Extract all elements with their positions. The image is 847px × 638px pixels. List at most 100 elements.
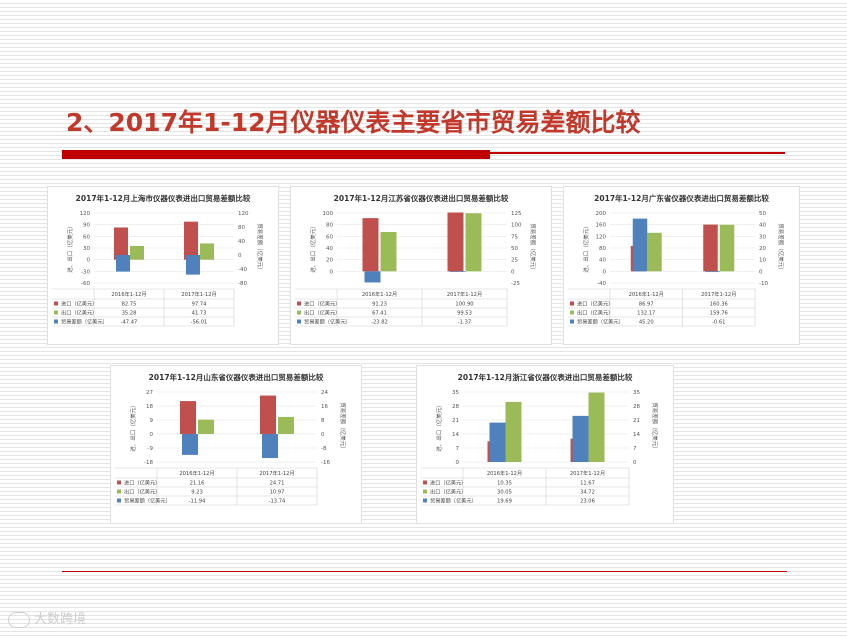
left-tick-label: 14 (452, 432, 459, 438)
chart-panel-shanghai: 2017年1-12月上海市仪器仪表进出口贸易差额比较 120 90 60 30 0 -30 -… (47, 186, 279, 345)
right-axis-title: 贸易差额（亿美元） (529, 223, 537, 273)
left-tick-label: 30 (83, 246, 90, 252)
left-tick-label: -30 (81, 269, 90, 275)
right-tick-label: -40 (238, 267, 247, 273)
legend-label: 进口（亿美元） (304, 300, 340, 308)
right-axis-title: 贸易差额（亿美元） (339, 402, 347, 452)
data-label: 11.67 (580, 481, 595, 487)
bar-balance (489, 422, 506, 462)
category-label: 2017年1-12月 (447, 290, 482, 298)
bar-export (588, 392, 605, 462)
left-tick-label: 0 (150, 432, 154, 438)
legend-label: 出口（亿美元） (304, 309, 340, 317)
left-tick-label: 40 (326, 246, 333, 252)
data-label: -13.74 (269, 499, 286, 505)
category-label: 2016年1-12月 (179, 469, 214, 477)
legend-swatch (423, 498, 427, 503)
watermark: 大数跨境 (8, 608, 86, 628)
left-axis-title: 进、出口（亿美元） (582, 223, 590, 273)
left-tick-label: -60 (81, 281, 90, 287)
data-label: 97.74 (192, 302, 208, 308)
right-tick-label: 75 (511, 234, 518, 240)
bar-balance (632, 218, 648, 272)
legend-swatch (570, 301, 574, 306)
bar-balance (364, 271, 381, 283)
legend-label: 贸易差额（亿美元） (304, 318, 351, 326)
legend-swatch (117, 480, 121, 485)
left-tick-label: 0 (330, 269, 334, 275)
right-tick-label: 30 (759, 234, 766, 240)
legend-swatch (54, 319, 58, 324)
left-tick-label: 21 (452, 418, 459, 424)
data-label: 41.73 (192, 311, 207, 317)
category-label: 2017年1-12月 (181, 290, 216, 298)
bar-balance (705, 271, 720, 273)
bar-import (184, 221, 198, 260)
category-label: 2016年1-12月 (487, 469, 522, 477)
data-label: 67.41 (372, 311, 387, 317)
category-label: 2017年1-12月 (259, 469, 294, 477)
right-tick-label: 21 (633, 418, 640, 424)
right-tick-label: 0 (238, 253, 242, 259)
watermark-logo-icon (8, 611, 30, 628)
left-tick-label: 18 (146, 404, 153, 410)
right-tick-label: -16 (321, 460, 330, 466)
right-tick-label: 80 (238, 225, 245, 231)
left-tick-label: 35 (452, 390, 459, 396)
left-tick-label: 0 (87, 258, 91, 264)
data-label: 24.71 (270, 481, 285, 487)
left-tick-label: 200 (596, 211, 607, 217)
legend-swatch (54, 310, 58, 315)
left-tick-label: 60 (326, 234, 333, 240)
data-label: 9.23 (191, 490, 203, 496)
left-tick-label: 7 (456, 446, 460, 452)
left-tick-label: 120 (80, 211, 91, 217)
data-label: 34.72 (580, 490, 595, 496)
bar-export (505, 401, 522, 462)
left-tick-label: 0 (456, 460, 460, 466)
bar-export (719, 224, 735, 272)
left-tick-label: 40 (599, 258, 606, 264)
title-underline-thin (490, 152, 785, 154)
bar-export (200, 243, 214, 260)
left-tick-label: 0 (603, 269, 607, 275)
right-tick-label: 20 (759, 246, 766, 252)
chart-panel-jiangsu: 2017年1-12月江苏省仪器仪表进出口贸易差额比较 100 80 60 40 20 0 12… (290, 186, 552, 345)
data-label: 159.76 (710, 311, 728, 317)
bar-import (447, 212, 464, 272)
legend-label: 进口（亿美元） (61, 300, 97, 308)
left-tick-label: 160 (596, 223, 607, 229)
bar-balance (449, 271, 466, 272)
legend-swatch (117, 489, 121, 494)
data-label: 10.97 (270, 490, 285, 496)
left-tick-label: 100 (323, 211, 334, 217)
category-label: 2016年1-12月 (111, 290, 146, 298)
chart-svg-zhejiang: 2017年1-12月浙江省仪器仪表进出口贸易差额比较 35 28 21 14 7 0 35 28… (421, 372, 659, 506)
right-tick-label: 7 (633, 446, 637, 452)
chart-title: 2017年1-12月广东省仪器仪表进出口贸易差额比较 (594, 193, 769, 203)
right-tick-label: 40 (759, 223, 766, 229)
left-tick-label: -18 (144, 460, 153, 466)
data-label: 100.90 (455, 302, 473, 308)
data-label: 91.23 (372, 302, 387, 308)
right-tick-label: 16 (321, 404, 328, 410)
data-label: 99.53 (457, 311, 472, 317)
chart-panel-zhejiang: 2017年1-12月浙江省仪器仪表进出口贸易差额比较 35 28 21 14 7 0 35 28… (416, 365, 674, 524)
right-tick-label: 40 (238, 239, 245, 245)
title-underline-thick (62, 150, 490, 159)
data-label: 19.69 (497, 499, 512, 505)
right-tick-label: -80 (238, 281, 247, 287)
legend-swatch (297, 319, 301, 324)
right-tick-label: 50 (759, 211, 766, 217)
right-tick-label: 35 (633, 390, 640, 396)
bar-balance (186, 255, 200, 275)
bar-import (180, 401, 196, 434)
bar-import (114, 227, 128, 260)
right-tick-label: 28 (633, 404, 640, 410)
right-tick-label: -8 (321, 446, 327, 452)
data-label: 86.97 (639, 302, 654, 308)
left-tick-label: 9 (150, 418, 154, 424)
chart-title: 2017年1-12月浙江省仪器仪表进出口贸易差额比较 (458, 372, 633, 382)
right-tick-label: 10 (759, 258, 766, 264)
data-label: 10.35 (497, 481, 512, 487)
